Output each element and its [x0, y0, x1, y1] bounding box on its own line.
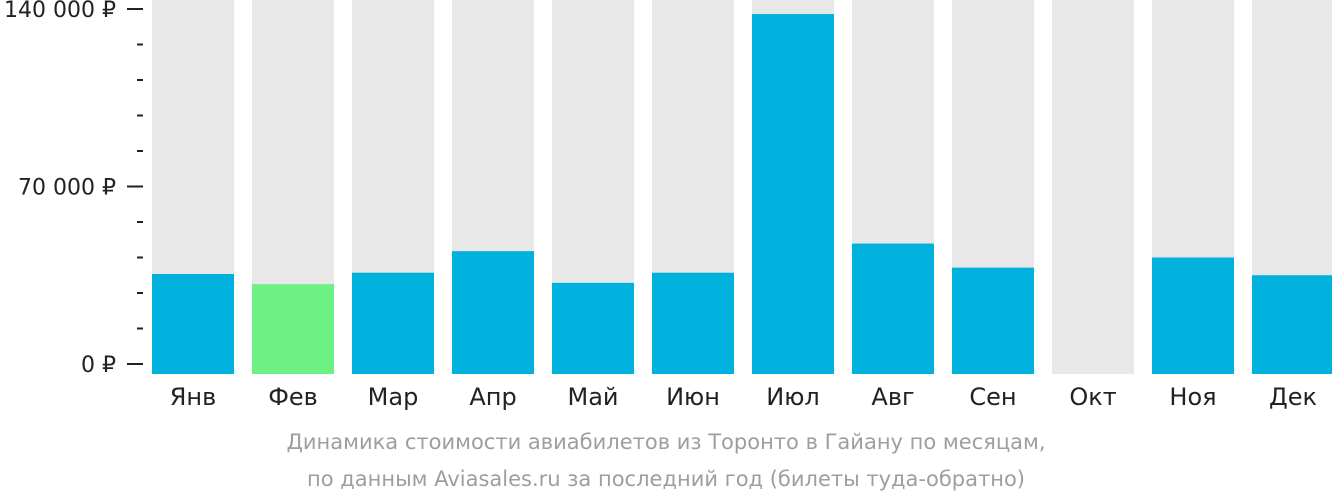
bar-background-10 — [1052, 0, 1134, 374]
y-tick-label: 70 000 ₽ — [18, 176, 116, 201]
x-tick-label: Июл — [766, 383, 820, 411]
bar-3 — [352, 272, 434, 374]
y-tick-label: 140 000 ₽ — [4, 0, 116, 23]
price-bar-chart: Янв Фев Мар Апр Май Июн Июл Авг Сен Окт Ноя Дек 140 … — [4, 0, 1332, 411]
bar-7 — [752, 14, 834, 374]
x-tick-label: Июн — [666, 383, 720, 411]
x-tick-label: Янв — [170, 383, 217, 411]
x-tick-label: Мар — [368, 383, 419, 411]
y-tick-label: 0 ₽ — [81, 353, 116, 378]
bar-12 — [1252, 275, 1332, 374]
x-tick-label: Ноя — [1169, 383, 1216, 411]
bar-4 — [452, 251, 534, 374]
chart-caption-line-1: Динамика стоимости авиабилетов из Торонт… — [286, 430, 1046, 454]
x-tick-label: Апр — [469, 383, 516, 411]
bar-8 — [852, 243, 934, 374]
x-tick-label: Авг — [871, 383, 914, 411]
x-tick-label: Фев — [268, 383, 318, 411]
x-tick-label: Дек — [1269, 383, 1317, 411]
x-tick-label: Сен — [969, 383, 1016, 411]
bar-1 — [152, 273, 234, 374]
x-tick-label: Май — [567, 383, 618, 411]
bar-2 — [252, 284, 334, 374]
bar-6 — [652, 272, 734, 374]
x-tick-label: Окт — [1069, 383, 1116, 411]
bar-9 — [952, 267, 1034, 374]
bar-11 — [1152, 257, 1234, 374]
chart-caption-line-2: по данным Aviasales.ru за последний год … — [307, 467, 1025, 491]
bar-5 — [552, 282, 634, 374]
